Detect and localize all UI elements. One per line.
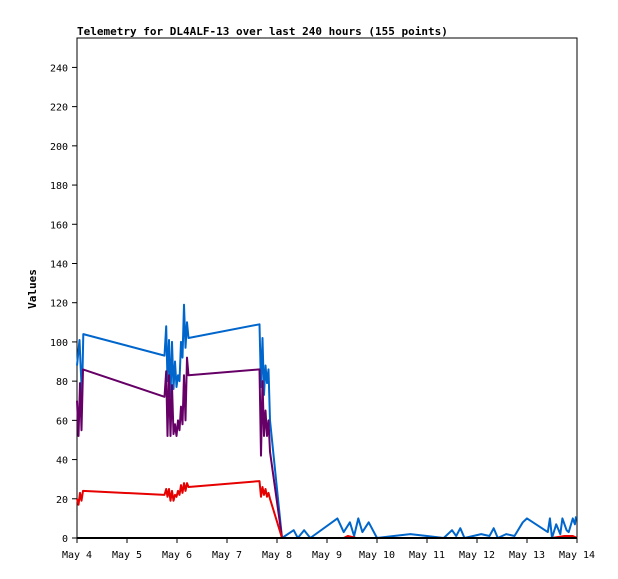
y-tick-label: 80 — [56, 377, 68, 388]
x-tick-label: May 6 — [162, 550, 192, 561]
x-tick-label: May 13 — [509, 550, 545, 561]
y-tick-label: 180 — [50, 181, 68, 192]
y-tick-label: 220 — [50, 103, 68, 114]
y-tick-label: 240 — [50, 63, 68, 74]
chart-title: Telemetry for DL4ALF-13 over last 240 ho… — [77, 25, 448, 38]
y-tick-label: 100 — [50, 338, 68, 349]
plot-area — [76, 37, 578, 539]
y-axis-label: Values — [26, 269, 39, 309]
x-tick-label: May 12 — [459, 550, 495, 561]
y-tick-label: 20 — [56, 495, 68, 506]
x-tick-label: May 9 — [312, 550, 342, 561]
x-axis: May 4 May 5 May 6 May 7 May 8 May 9 May 10 May … — [62, 538, 595, 561]
series-line-1 — [76, 303, 577, 539]
series-layer — [76, 303, 578, 539]
y-tick-label: 120 — [50, 299, 68, 310]
series-line-2 — [76, 356, 283, 539]
x-tick-label: May 4 — [62, 550, 92, 561]
y-tick-label: 40 — [56, 456, 68, 467]
x-tick-label: May 7 — [212, 550, 242, 561]
y-tick-label: 200 — [50, 142, 68, 153]
y-tick-label: 60 — [56, 416, 68, 427]
y-axis: 0 20 40 60 80 100 120 140 160 180 200 220 240 — [50, 63, 77, 545]
x-tick-label: May 14 — [559, 550, 595, 561]
x-tick-label: May 11 — [409, 550, 445, 561]
y-tick-label: 140 — [50, 259, 68, 270]
y-tick-label: 160 — [50, 220, 68, 231]
x-tick-label: May 8 — [262, 550, 292, 561]
x-tick-label: May 5 — [112, 550, 142, 561]
x-tick-label: May 10 — [359, 550, 395, 561]
y-tick-label: 0 — [62, 534, 68, 545]
